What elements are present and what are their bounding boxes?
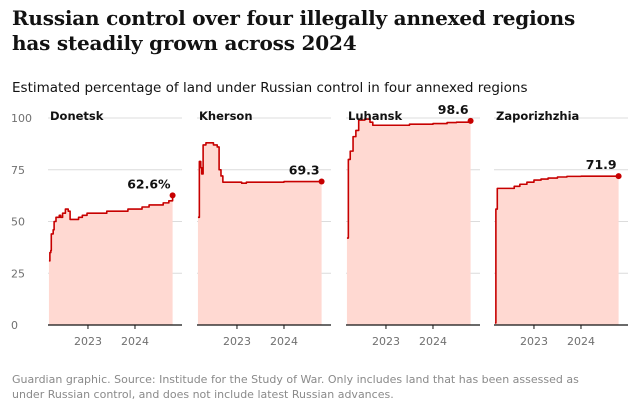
y-tick-label: 100 <box>11 112 32 125</box>
x-tick-label: 2024 <box>567 335 595 348</box>
line-luhansk <box>346 118 472 239</box>
line-kherson <box>197 142 322 219</box>
source-footnote: Guardian graphic. Source: Institude for … <box>12 373 579 401</box>
end-label-kherson: 69.3 <box>289 163 320 178</box>
end-label-luhansk: 98.6 <box>438 102 469 117</box>
area-luhansk <box>346 119 471 325</box>
panel-title-zaporizhzhia: Zaporizhzhia <box>496 109 579 123</box>
line-zaporizhzhia <box>494 175 619 324</box>
end-label-donetsk: 62.6% <box>127 176 171 191</box>
panel-title-luhansk: Luhansk <box>348 109 402 123</box>
x-tick-label: 2024 <box>419 335 447 348</box>
end-dot-donetsk <box>169 192 176 199</box>
end-dot-zaporizhzhia <box>615 173 622 180</box>
panel-title-donetsk: Donetsk <box>50 109 104 123</box>
panel-title-kherson: Kherson <box>199 109 253 123</box>
chart-title: Russian control over four illegally anne… <box>12 6 576 55</box>
x-tick-label: 2023 <box>372 335 400 348</box>
x-tick-label: 2023 <box>74 335 102 348</box>
y-tick-label: 50 <box>11 216 25 229</box>
x-tick-label: 2023 <box>223 335 251 348</box>
area-kherson <box>197 142 322 325</box>
x-tick-label: 2023 <box>520 335 548 348</box>
chart-subtitle: Estimated percentage of land under Russi… <box>12 80 528 96</box>
y-tick-label: 25 <box>11 267 25 280</box>
area-donetsk <box>48 195 173 325</box>
end-dot-luhansk <box>467 117 474 124</box>
y-tick-label: 0 <box>11 319 18 332</box>
area-zaporizhzhia <box>494 176 619 325</box>
end-label-zaporizhzhia: 71.9 <box>586 157 617 172</box>
y-tick-label: 75 <box>11 164 25 177</box>
x-tick-label: 2024 <box>121 335 149 348</box>
x-tick-label: 2024 <box>270 335 298 348</box>
line-donetsk <box>48 195 174 262</box>
small-multiples-chart: 100 75 50 25 0 62.6% 2023 2024 Donetsk 69.3 2023 20… <box>11 102 628 348</box>
end-dot-kherson <box>318 178 325 185</box>
